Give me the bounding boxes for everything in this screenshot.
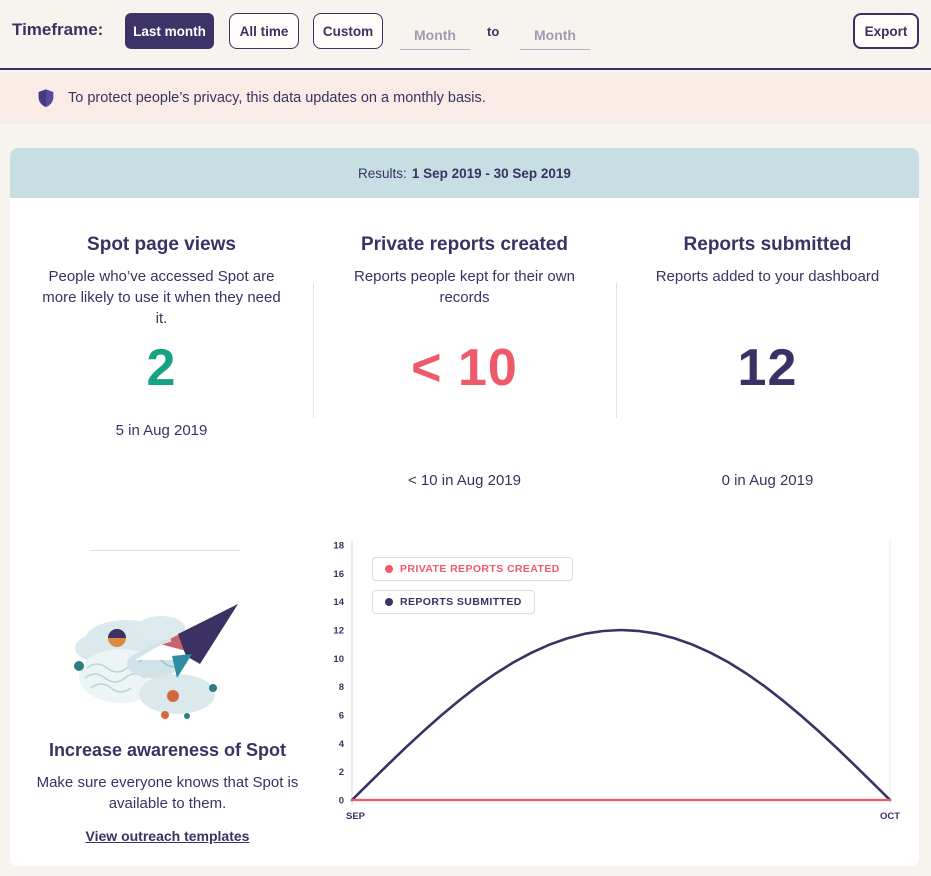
x-axis-tick-label: SEP — [346, 811, 366, 822]
column-divider — [615, 283, 617, 418]
stat-reports-submitted: Reports submitted Reports added to your … — [616, 198, 919, 508]
month-from-input[interactable] — [400, 20, 470, 50]
stat-title: Reports submitted — [683, 234, 852, 255]
legend-label: REPORTS SUBMITTED — [400, 596, 522, 608]
chart-legend: PRIVATE REPORTS CREATED REPORTS SUBMITTE… — [372, 557, 573, 614]
y-axis-tick-label: 12 — [333, 626, 344, 637]
results-prefix: Results: — [358, 165, 407, 181]
results-date-range: 1 Sep 2019 - 30 Sep 2019 — [411, 165, 571, 181]
series-line — [350, 628, 892, 802]
stat-value: 2 — [146, 339, 177, 397]
stat-previous-period: 0 in Aug 2019 — [721, 472, 814, 489]
stat-spot-page-views: Spot page views People who’ve accessed S… — [10, 198, 313, 508]
results-card: Results: 1 Sep 2019 - 30 Sep 2019 Spot p… — [10, 148, 919, 866]
stat-description: People who’ve accessed Spot are more lik… — [42, 268, 281, 327]
privacy-notice-text: To protect people’s privacy, this data u… — [68, 90, 486, 106]
legend-private-reports-created: PRIVATE REPORTS CREATED — [372, 557, 573, 581]
y-axis-tick-label: 2 — [339, 767, 344, 778]
shield-icon — [38, 89, 54, 107]
last-month-button[interactable]: Last month — [125, 13, 214, 49]
y-axis-tick-label: 10 — [333, 654, 344, 665]
y-axis-tick-label: 8 — [339, 682, 344, 693]
stats-row: Spot page views People who’ve accessed S… — [10, 198, 919, 508]
y-axis-tick-label: 16 — [333, 569, 344, 580]
reports-line-chart: 0 2 4 6 8 10 12 14 16 18 SEP OCT — [333, 540, 900, 822]
stat-value: 12 — [737, 339, 798, 397]
to-label: to — [487, 24, 500, 39]
legend-dot-icon — [385, 565, 393, 573]
y-axis-tick-label: 0 — [339, 796, 344, 807]
section-divider — [90, 550, 240, 551]
custom-button[interactable]: Custom — [313, 13, 383, 49]
timeframe-toolbar: Timeframe: Last month All time Custom to… — [0, 0, 931, 70]
reports-chart-section: PRIVATE REPORTS CREATED REPORTS SUBMITTE… — [325, 537, 925, 847]
stat-previous-period: 5 in Aug 2019 — [115, 422, 208, 439]
awareness-title: Increase awareness of Spot — [48, 740, 287, 760]
y-axis-tick-label: 18 — [333, 541, 344, 552]
export-button[interactable]: Export — [853, 13, 919, 49]
month-to-input[interactable] — [520, 20, 590, 50]
legend-label: PRIVATE REPORTS CREATED — [400, 563, 560, 575]
privacy-notice-banner: To protect people’s privacy, this data u… — [0, 72, 931, 124]
y-axis-tick-label: 14 — [333, 597, 344, 608]
stat-title: Spot page views — [87, 234, 236, 255]
stat-value: < 10 — [411, 339, 518, 397]
stat-title: Private reports created — [360, 234, 568, 255]
y-axis-tick-label: 6 — [339, 711, 344, 722]
timeframe-label: Timeframe: — [12, 20, 104, 39]
all-time-button[interactable]: All time — [229, 13, 299, 49]
stat-description: Reports added to your dashboard — [655, 268, 880, 285]
stat-private-reports-created: Private reports created Reports people k… — [313, 198, 616, 508]
stat-previous-period: < 10 in Aug 2019 — [407, 472, 521, 489]
x-axis-tick-label: OCT — [880, 811, 900, 822]
paper-plane-illustration — [74, 602, 238, 719]
stat-description: Reports people kept for their own record… — [353, 268, 575, 306]
awareness-description: Make sure everyone knows that Spot is av… — [36, 774, 299, 812]
view-outreach-templates-link[interactable]: View outreach templates — [85, 828, 250, 844]
legend-reports-submitted: REPORTS SUBMITTED — [372, 590, 535, 614]
column-divider — [312, 283, 314, 418]
results-bar: Results: 1 Sep 2019 - 30 Sep 2019 — [10, 148, 919, 198]
legend-dot-icon — [385, 598, 393, 606]
y-axis-tick-label: 4 — [339, 739, 345, 750]
